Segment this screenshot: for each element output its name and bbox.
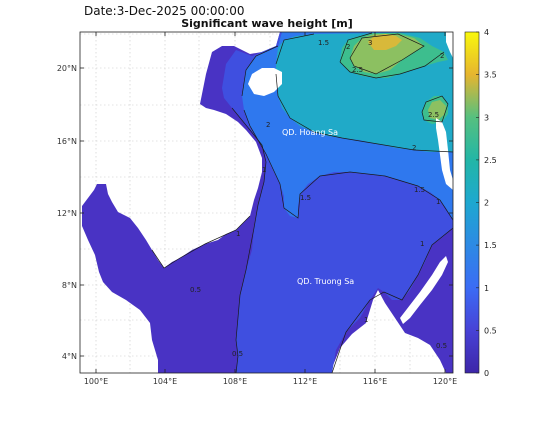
contour-lines	[151, 32, 453, 373]
contour-label: 1	[262, 166, 266, 174]
colorbar-tick-label: 0	[484, 369, 489, 378]
colorbar: 4 3.5 3 2.5 2 1.5 1 0.5 0	[464, 28, 497, 378]
luzon-island	[436, 118, 453, 190]
contour-0.5	[151, 215, 251, 269]
x-tick-label: 112°E	[293, 377, 317, 386]
contour-label: 2	[440, 52, 444, 60]
date-label: Date:3-Dec-2025 00:00:00	[84, 4, 245, 18]
map-frame	[79, 31, 454, 374]
taiwan-island	[446, 32, 453, 58]
contour-label: 1.5	[300, 194, 311, 202]
colorbar-tick-label: 1	[484, 284, 489, 293]
contour-labels: 1.5 2 2 2.5 3 2.5 2 1.5 1.5 2 1 1 1 0.5 …	[190, 39, 447, 358]
colorbar-tick-label: 4	[484, 28, 489, 37]
palawan-island	[400, 256, 448, 324]
colorbar-ticks	[476, 31, 479, 374]
contour-1.5	[241, 45, 279, 97]
colorbar-tick-label: 0.5	[484, 326, 497, 335]
x-tick-label: 108°E	[223, 377, 247, 386]
contour-label: 1.5	[318, 39, 329, 47]
contour-label: 2.5	[428, 111, 439, 119]
colorbar-tick-label: 2	[484, 199, 489, 208]
y-tick-label: 12°N	[57, 209, 77, 218]
contour-label: 1	[436, 198, 440, 206]
colorbar-tick-label: 2.5	[484, 156, 497, 165]
contour-label: 2	[346, 43, 350, 51]
wave-band-3-3.5	[368, 34, 402, 50]
contour-label: 1	[236, 230, 240, 238]
colorbar-tick-label: 3	[484, 113, 489, 122]
contour-2.5-south	[339, 51, 445, 79]
contour-1-mid	[235, 144, 267, 373]
contour-label: 1.5	[414, 186, 425, 194]
contour-label: 1	[364, 316, 368, 324]
y-tick-label: 20°N	[57, 64, 77, 73]
truong-sa-label: QD. Truong Sa	[297, 277, 354, 286]
axis-ticks	[80, 32, 453, 373]
contour-2.5	[339, 32, 373, 63]
contour-label: 2.5	[352, 66, 363, 74]
contour-2-south	[275, 73, 453, 153]
y-tick-label: 16°N	[57, 137, 77, 146]
x-tick-label: 120°E	[433, 377, 457, 386]
x-tick-label: 116°E	[363, 377, 387, 386]
wave-band-2.5-3-east	[428, 100, 446, 120]
y-tick-label: 4°N	[62, 352, 77, 361]
contour-label: 0.5	[436, 342, 447, 350]
contour-label: 0.5	[232, 350, 243, 358]
x-tick-label: 100°E	[84, 377, 108, 386]
contour-label: 3	[368, 39, 372, 47]
contour-2	[275, 33, 315, 65]
map-area: 1.5 2 2 2.5 3 2.5 2 1.5 1.5 2 1 1 1 0.5 …	[80, 32, 453, 373]
wave-band-2.5-3	[350, 34, 424, 74]
contour-3	[349, 33, 425, 75]
contour-label: 0.5	[190, 286, 201, 294]
contour-2.5-east	[421, 95, 449, 123]
contour-label: 2	[266, 121, 270, 129]
colorbar-tick-label: 1.5	[484, 241, 497, 250]
hoang-sa-label: QD. Hoang Sa	[282, 128, 338, 137]
hainan-island	[248, 68, 282, 96]
y-tick-label: 8°N	[62, 281, 77, 290]
contour-label: 2	[412, 144, 416, 152]
contour-label: 1	[420, 240, 424, 248]
x-tick-label: 104°E	[153, 377, 177, 386]
contour-1	[231, 107, 263, 146]
contour-1-east	[331, 227, 453, 373]
map-title: Significant wave height [m]	[181, 17, 353, 30]
colorbar-tick-label: 3.5	[484, 71, 497, 80]
contour-1.5-south	[243, 109, 453, 221]
